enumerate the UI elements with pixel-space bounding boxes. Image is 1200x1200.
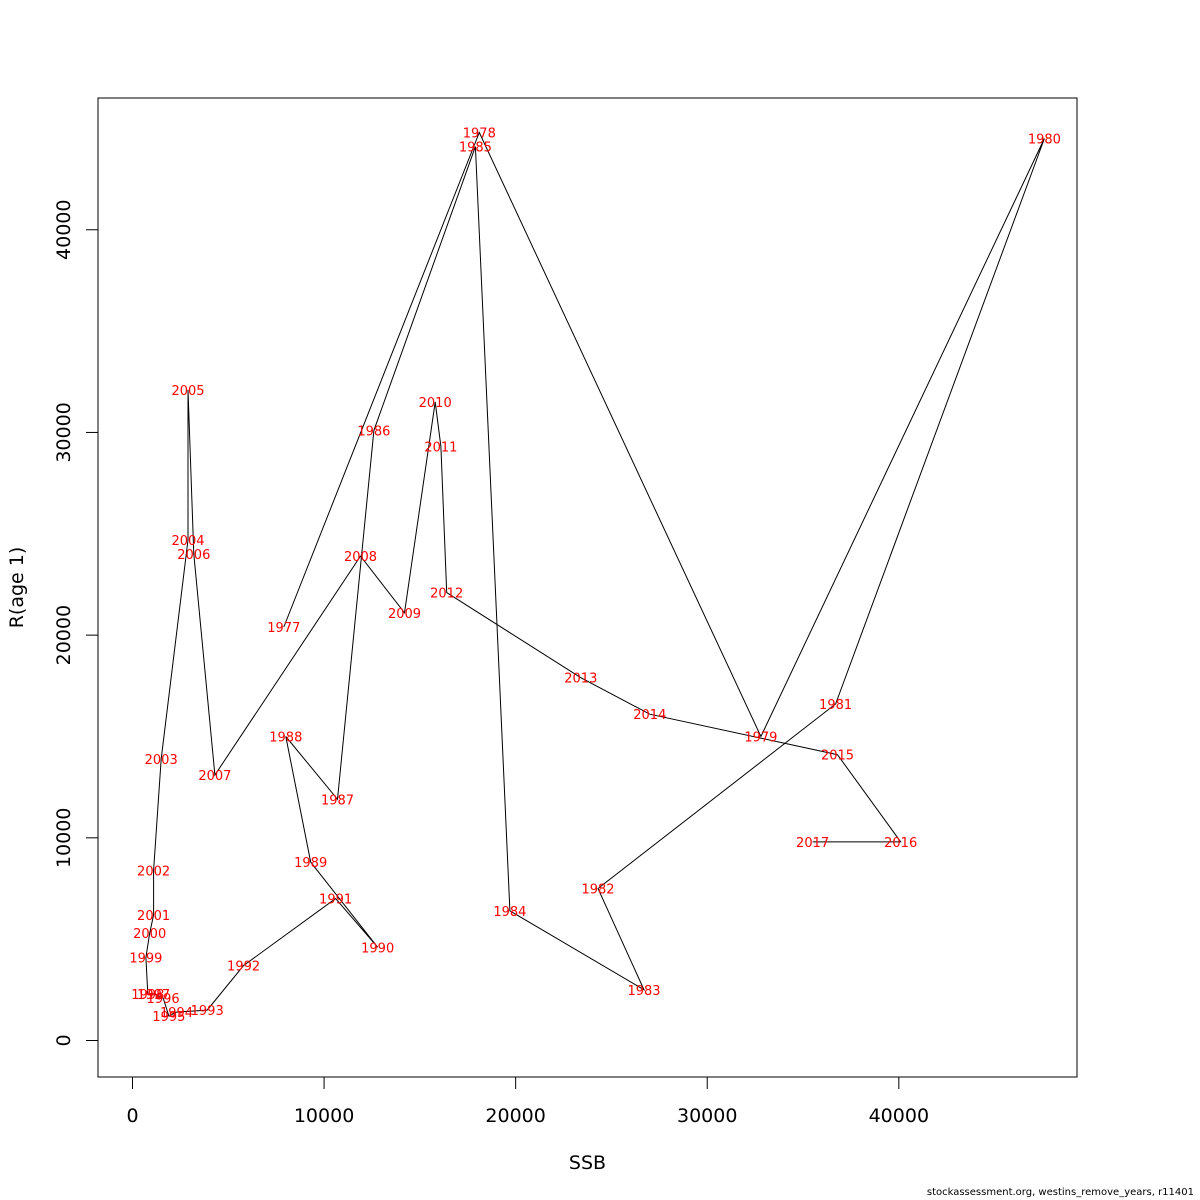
year-label-2000: 2000 [133, 927, 166, 942]
year-label-1993: 1993 [191, 1004, 224, 1019]
year-label-1988: 1988 [269, 731, 302, 746]
year-label-2014: 2014 [633, 708, 666, 723]
year-label-1994: 1994 [160, 1006, 193, 1021]
year-label-2009: 2009 [388, 607, 421, 622]
year-label-1978: 1978 [463, 127, 496, 142]
x-tick-label: 10000 [294, 1105, 354, 1127]
year-label-1991: 1991 [319, 893, 352, 908]
year-label-1989: 1989 [294, 856, 327, 871]
x-tick-label: 40000 [869, 1105, 929, 1127]
year-label-2003: 2003 [145, 753, 178, 768]
year-label-1987: 1987 [321, 793, 354, 808]
year-label-2017: 2017 [796, 836, 829, 851]
year-label-1986: 1986 [357, 424, 390, 439]
sr-trajectory-line [145, 131, 1045, 1017]
year-label-2008: 2008 [344, 550, 377, 565]
year-label-2002: 2002 [137, 864, 170, 879]
x-axis-title: SSB [569, 1152, 606, 1174]
year-label-1997: 1997 [137, 988, 170, 1003]
x-tick-label: 30000 [677, 1105, 737, 1127]
y-axis-title: R(age 1) [6, 547, 28, 629]
y-tick-label: 40000 [53, 200, 75, 260]
year-label-2004: 2004 [171, 534, 204, 549]
year-label-1985: 1985 [459, 141, 492, 156]
year-label-1984: 1984 [493, 905, 526, 920]
year-label-2006: 2006 [177, 548, 210, 563]
x-tick-label: 0 [126, 1105, 138, 1127]
year-label-2001: 2001 [137, 909, 170, 924]
x-axis: 0 10000 20000 30000 40000 [126, 1076, 929, 1127]
year-label-2005: 2005 [171, 384, 204, 399]
year-label-1983: 1983 [627, 984, 660, 999]
year-label-1999: 1999 [129, 951, 162, 966]
year-label-2011: 2011 [424, 441, 457, 456]
year-label-1982: 1982 [581, 883, 614, 898]
year-label-1980: 1980 [1028, 133, 1061, 148]
plot-frame [97, 97, 1078, 1078]
year-labels: 1977 1978 1979 1980 1981 1982 1983 1984 1985 1986… [129, 127, 1061, 1026]
year-label-1979: 1979 [744, 731, 777, 746]
year-label-1981: 1981 [819, 698, 852, 713]
year-label-1998: 1998 [131, 988, 164, 1003]
year-label-1977: 1977 [267, 621, 300, 636]
y-tick-label: 30000 [53, 402, 75, 462]
year-label-2012: 2012 [430, 587, 463, 602]
y-axis: 0 10000 20000 30000 40000 [53, 200, 99, 1047]
year-label-1990: 1990 [361, 941, 394, 956]
year-label-2016: 2016 [884, 836, 917, 851]
year-label-1995: 1995 [152, 1010, 185, 1025]
y-tick-label: 0 [53, 1034, 75, 1046]
year-label-2007: 2007 [198, 769, 231, 784]
year-label-2015: 2015 [821, 749, 854, 764]
trajectory-lines [145, 131, 1045, 1017]
year-label-1992: 1992 [227, 960, 260, 975]
y-tick-label: 20000 [53, 605, 75, 665]
year-label-2013: 2013 [564, 672, 597, 687]
footer-note: stockassessment.org, westins_remove_year… [926, 1187, 1194, 1198]
y-tick-label: 10000 [53, 808, 75, 868]
x-tick-label: 20000 [485, 1105, 545, 1127]
year-label-1996: 1996 [147, 992, 180, 1007]
year-label-2010: 2010 [419, 396, 452, 411]
